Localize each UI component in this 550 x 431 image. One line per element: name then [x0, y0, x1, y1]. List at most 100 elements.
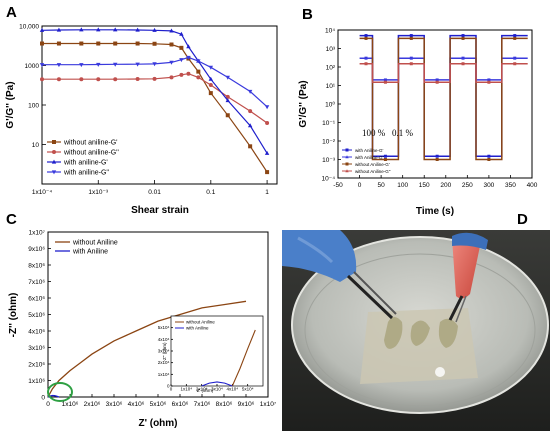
panel-b-xtick-label-2: 50	[377, 182, 385, 189]
panel-b-xtick-label-0: -50	[333, 182, 343, 189]
panel-b-point-s3-4	[461, 62, 465, 66]
panel-c-ytick-label-6: 6x10⁶	[28, 296, 45, 303]
panel-c-inset-xtick-label-4: 4x10⁴	[226, 387, 238, 392]
panel-c-legend-label-1: with Aniline	[72, 249, 108, 256]
panel-letter-d: D	[517, 211, 528, 228]
panel-b-point-s2-1	[383, 158, 387, 161]
panel-a-point-s2-11	[208, 76, 214, 81]
panel-c-ytick-label-3: 3x10⁶	[28, 345, 45, 352]
panel-b-chart: -50 0 50 100 150 200 250 300 350 400 10⁻⁴ 10⁻³ 10⁻² 1…	[298, 28, 538, 218]
panel-a-point-s3-12	[225, 75, 230, 80]
panel-c-inset-ytick-label-1: 1x10⁴	[158, 372, 170, 377]
panel-b-xtick-label-7: 300	[483, 182, 494, 189]
panel-c-inset-ytick-label-5: 5x10⁴	[158, 325, 170, 330]
panel-c-inset-xtick-label-3: 3x10⁴	[211, 387, 223, 392]
hydrogel-film	[360, 308, 478, 384]
panel-b-legend-label-0: with Aniline-G'	[355, 148, 384, 153]
petri-dish-inner-rim	[304, 253, 536, 407]
panel-a-point-s3-11	[208, 65, 214, 70]
panel-b-series-line-2	[359, 37, 528, 161]
panel-b-xtick-label-9: 400	[527, 182, 538, 189]
panel-a-point-s0-11	[208, 91, 213, 96]
panel-b-ytick-label-4: 10⁰	[325, 101, 335, 109]
panel-b-xtick-label-4: 150	[419, 182, 430, 189]
panel-a-point-s2-4	[113, 27, 118, 32]
panel-a-xtick-label-1: 1x10⁻³	[88, 189, 109, 196]
panel-c-xtick-label-9: 9x10⁶	[238, 401, 255, 408]
panel-c-inset-xtick-label-5: 5x10⁴	[242, 387, 254, 392]
panel-a-chart: 1x10⁻⁴ 1x10⁻³ 0.01 0.1 1 10 100 1000 10,000 Shea…	[5, 24, 278, 216]
panel-a-xtick-label-4: 1	[265, 189, 269, 196]
panel-a-point-s0-3	[96, 41, 101, 46]
panel-b-point-s2-0	[364, 36, 368, 40]
panel-b-point-s1-1	[383, 78, 387, 82]
panel-b-point-s0-6	[513, 34, 517, 38]
panel-b-point-s0-0	[364, 34, 368, 38]
panel-b-point-s2-5	[487, 158, 491, 161]
panel-a-point-s1-9	[186, 71, 191, 76]
panel-b-xtick-label-8: 350	[505, 182, 516, 189]
panel-a-point-s2-13	[247, 123, 253, 128]
panel-a-series-line-2	[41, 29, 268, 154]
blue-glove	[282, 230, 357, 282]
panel-b-point-s1-6	[513, 56, 517, 60]
panel-b-ytick-label-7: 10³	[326, 46, 336, 53]
panel-b-ytick-label-1: 10⁻³	[322, 157, 336, 164]
panel-c-xtick-label-5: 5x10⁶	[150, 401, 167, 408]
panel-a-ylabel: G'/G'' (Pa)	[5, 81, 16, 128]
panel-a-point-s2-12	[225, 98, 230, 103]
panel-a-point-s1-7	[169, 75, 174, 80]
panel-a-point-s0-8	[179, 45, 184, 50]
panel-a-point-s1-2	[79, 77, 84, 82]
panel-c-ytick-label-10: 1x10⁷	[29, 230, 46, 237]
panel-a-point-s1-12	[225, 94, 230, 99]
panel-b-point-s2-2	[409, 36, 413, 40]
panel-a-xtick-label-3: 0.1	[206, 189, 215, 196]
panel-a-point-s2-8	[179, 31, 184, 36]
panel-a-point-s0-0	[40, 41, 44, 46]
panel-c-xtick-label-10: 1x10⁷	[260, 401, 277, 408]
panel-b-point-s3-5	[487, 80, 491, 84]
pink-probe-handle	[452, 233, 480, 299]
panel-b-point-s0-5	[487, 154, 491, 158]
panel-a-legend-label-3: with aniline-G''	[63, 170, 109, 177]
panel-b-point-s1-5	[487, 78, 491, 82]
panel-b-legend-label-3: without Aniline-G''	[355, 169, 391, 174]
panel-a-point-s1-6	[152, 76, 157, 81]
panel-b-point-s1-4	[461, 56, 465, 60]
panel-c-ytick-label-9: 9x10⁶	[28, 246, 45, 253]
panel-a-point-s2-9	[186, 44, 191, 49]
panel-c-ytick-label-8: 8x10⁶	[28, 263, 45, 270]
panel-c-inset-ytick-label-4: 4x10⁴	[158, 337, 170, 342]
panel-b-ytick-label-5: 10¹	[326, 83, 336, 90]
panel-a-legend-label-1: without aniline-G''	[63, 150, 119, 157]
panel-b-xlabel: Time (s)	[416, 206, 454, 217]
panel-a-point-s1-5	[135, 77, 140, 82]
panel-a-point-s0-7	[169, 42, 174, 47]
hydrogel-pattern-mid	[410, 320, 430, 346]
panel-a-point-s1-13	[248, 109, 253, 114]
panel-b-point-s3-3	[435, 80, 439, 84]
panel-a-point-s2-7	[169, 28, 174, 33]
panel-a-legend-marker-0	[52, 140, 56, 144]
panel-c-inset-ytick-label-2: 2x10⁴	[158, 360, 170, 365]
panel-a-legend-marker-2	[51, 159, 57, 164]
panel-a-point-s2-0	[39, 27, 45, 32]
panel-b-xtick-label-3: 100	[397, 182, 408, 189]
panel-b-point-s1-3	[435, 78, 439, 82]
panel-a-point-s2-14	[264, 150, 270, 155]
probe-right-wire	[448, 295, 464, 321]
panel-c-xtick-label-1: 1x10⁶	[62, 401, 79, 408]
panel-a-xtick-label-0: 1x10⁻⁴	[32, 189, 53, 196]
panel-a-point-s3-8	[179, 58, 184, 63]
panel-b-annotation-low-strain: 0.1 %	[392, 128, 414, 138]
panel-a-point-s0-5	[135, 41, 140, 46]
panel-b-ytick-label-3: 10⁻¹	[322, 120, 336, 127]
panel-b-point-s2-6	[513, 36, 517, 40]
panel-a-point-s2-3	[96, 27, 101, 32]
panel-c-xtick-label-7: 7x10⁶	[194, 401, 211, 408]
panel-a-point-s0-6	[152, 41, 157, 46]
panel-a-point-s1-10	[196, 75, 201, 80]
panel-b-point-s0-2	[409, 34, 413, 38]
